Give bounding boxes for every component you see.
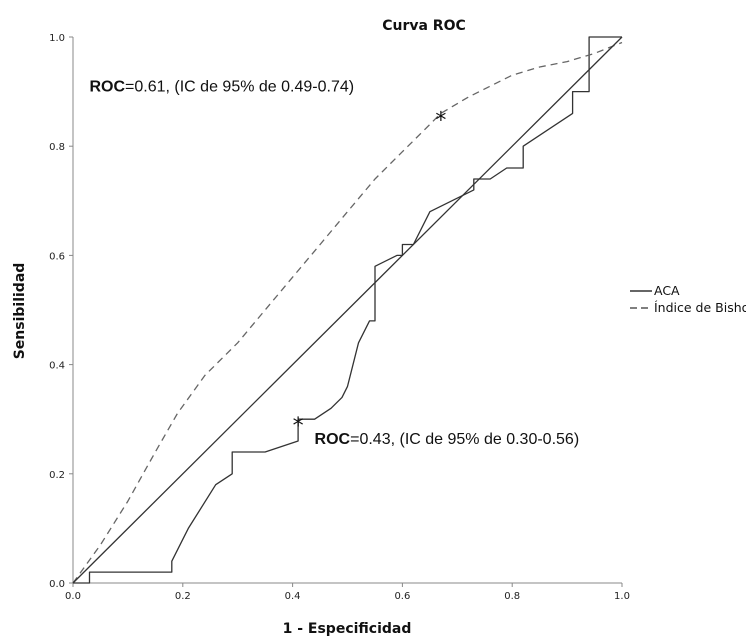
x-tick-label: 1.0 — [614, 591, 630, 602]
legend: ACA Índice de Bishop — [630, 283, 746, 315]
x-tick-label: 0.6 — [394, 591, 410, 602]
x-tick-label: 0.4 — [285, 591, 301, 602]
y-axis-label: Sensibilidad — [12, 263, 28, 360]
roc-annotation-label: ROC — [89, 79, 125, 96]
x-axis-label: 1 - Especificidad — [283, 621, 412, 637]
x-tick-label: 0.2 — [175, 591, 191, 602]
x-ticks: 0.0 0.2 0.4 0.6 0.8 1.0 — [65, 583, 630, 602]
y-tick-label: 0.8 — [49, 142, 65, 153]
x-tick-label: 0.8 — [504, 591, 520, 602]
legend-item-bishop: Índice de Bishop — [630, 300, 746, 315]
asterisk-marker: * — [435, 108, 446, 133]
y-tick-label: 0.4 — [49, 361, 65, 372]
roc-annotation: ROC=0.61, (IC de 95% de 0.49-0.74) — [89, 79, 354, 96]
y-ticks: 0.0 0.2 0.4 0.6 0.8 1.0 — [49, 33, 73, 590]
legend-label-bishop: Índice de Bishop — [654, 300, 746, 315]
roc-annotation-label: ROC — [315, 431, 351, 448]
legend-label-aca: ACA — [654, 283, 680, 298]
marker-layer: ** — [293, 108, 447, 439]
roc-annotation-value: =0.61, (IC de 95% de 0.49-0.74) — [125, 79, 354, 96]
series-layer — [72, 36, 623, 584]
y-tick-label: 0.2 — [49, 470, 65, 481]
asterisk-marker: * — [293, 414, 304, 439]
y-tick-label: 1.0 — [49, 33, 65, 44]
y-tick-label: 0.6 — [49, 251, 65, 262]
legend-item-aca: ACA — [630, 283, 680, 298]
chart-title: Curva ROC — [382, 18, 466, 34]
reference-diagonal — [72, 36, 623, 584]
plot-frame — [72, 37, 622, 584]
y-tick-label: 0.0 — [49, 579, 65, 590]
roc-annotation-value: =0.43, (IC de 95% de 0.30-0.56) — [350, 431, 579, 448]
annotation-layer: ROC=0.61, (IC de 95% de 0.49-0.74)ROC=0.… — [89, 79, 579, 448]
series--ndice-de-bishop — [72, 41, 623, 584]
series-aca — [73, 36, 622, 584]
roc-annotation: ROC=0.43, (IC de 95% de 0.30-0.56) — [315, 431, 580, 448]
x-tick-label: 0.0 — [65, 591, 81, 602]
